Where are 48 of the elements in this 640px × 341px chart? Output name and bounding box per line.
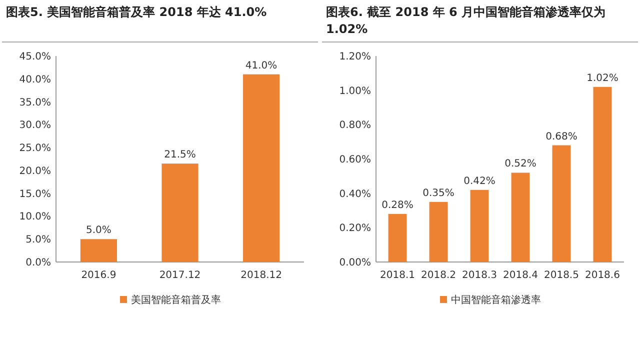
legend-label: 美国智能音箱普及率 xyxy=(131,294,221,306)
y-tick-label: 0.40% xyxy=(339,188,371,200)
data-label: 5.0% xyxy=(86,225,112,236)
y-tick-label: 15.0% xyxy=(19,188,51,200)
data-label: 21.5% xyxy=(164,150,196,161)
x-tick-label: 2018.3 xyxy=(462,270,498,281)
bar xyxy=(593,86,612,262)
bar xyxy=(470,190,489,262)
y-tick-label: 1.20% xyxy=(339,52,371,62)
chart-title: 图表6. 截至 2018 年 6 月中国智能音箱渗透率仅为 1.02% xyxy=(326,5,606,36)
x-tick-label: 2018.6 xyxy=(584,270,620,281)
x-tick-label: 2018.1 xyxy=(380,270,416,281)
y-tick-label: 30.0% xyxy=(19,120,51,132)
y-tick-label: 10.0% xyxy=(19,212,51,223)
bar xyxy=(388,214,407,262)
y-tick-label: 0.20% xyxy=(339,223,371,234)
y-tick-label: 0.00% xyxy=(339,258,371,268)
y-tick-label: 40.0% xyxy=(19,74,51,86)
x-tick-label: 2018.2 xyxy=(421,270,456,281)
data-label: 0.68% xyxy=(546,131,578,142)
bar xyxy=(162,164,198,262)
x-tick-label: 2018.12 xyxy=(240,270,282,281)
bar xyxy=(429,202,448,262)
bar xyxy=(243,74,280,262)
y-tick-label: 0.60% xyxy=(339,154,371,166)
x-tick-label: 2018.5 xyxy=(544,270,579,281)
y-tick-label: 25.0% xyxy=(19,143,51,154)
bar xyxy=(80,239,117,262)
y-tick-label: 45.0% xyxy=(19,52,51,62)
data-label: 41.0% xyxy=(245,60,278,72)
chart-title: 图表5. 美国智能音箱普及率 2018 年达 41.0% xyxy=(6,5,267,19)
data-label: 0.42% xyxy=(464,176,496,187)
data-label: 0.35% xyxy=(422,188,454,199)
bar xyxy=(511,172,530,262)
data-label: 0.28% xyxy=(382,200,414,211)
legend-label: 中国智能音箱渗透率 xyxy=(451,294,541,306)
data-label: 1.02% xyxy=(586,72,618,84)
y-tick-label: 0.80% xyxy=(339,120,371,132)
x-tick-label: 2016.9 xyxy=(81,270,116,281)
y-tick-label: 1.00% xyxy=(339,86,371,97)
bar xyxy=(552,145,571,262)
x-tick-label: 2018.4 xyxy=(502,270,538,281)
y-tick-label: 0.0% xyxy=(26,258,51,268)
data-label: 0.52% xyxy=(504,158,536,170)
y-tick-label: 20.0% xyxy=(19,166,51,177)
x-tick-label: 2017.12 xyxy=(159,270,201,281)
y-tick-label: 35.0% xyxy=(19,97,51,108)
y-tick-label: 5.0% xyxy=(26,234,51,246)
